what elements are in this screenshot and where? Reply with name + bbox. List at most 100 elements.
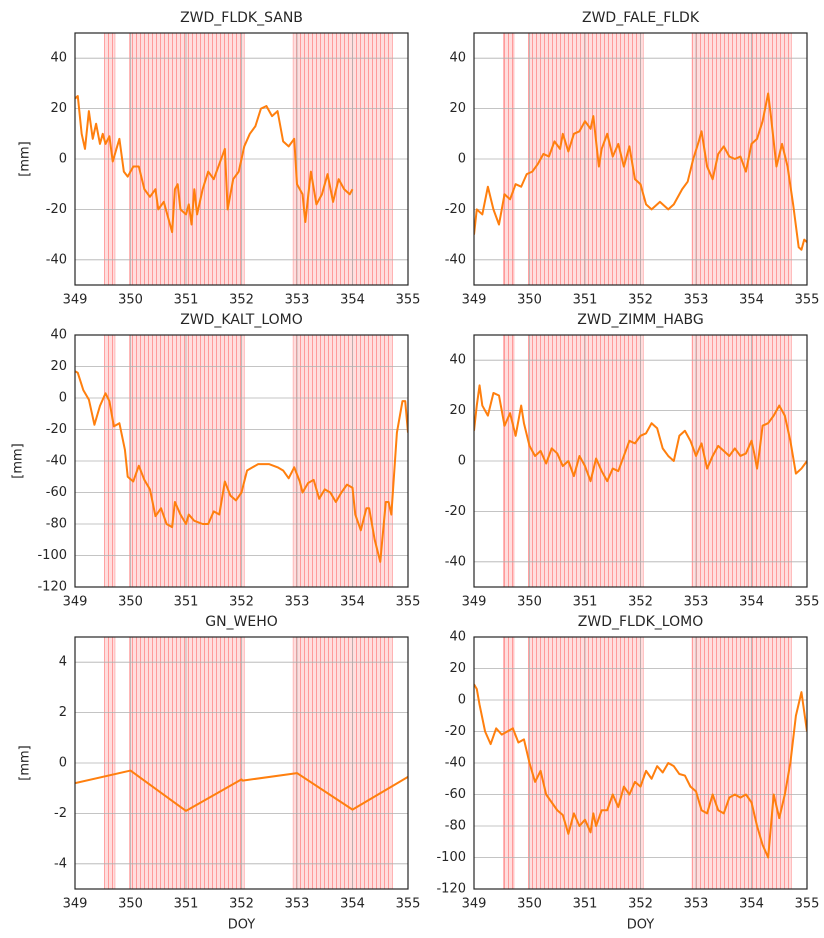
axes-frame: [473, 636, 808, 890]
x-tick-label: 349: [462, 293, 487, 308]
x-tick-label: 354: [340, 897, 365, 912]
y-tick-label: 0: [458, 454, 466, 469]
x-tick-label: 350: [517, 595, 542, 610]
axes-frame: [473, 334, 808, 588]
data-line: [75, 95, 354, 234]
axes-frame: [74, 334, 409, 588]
x-tick-label: 351: [573, 595, 598, 610]
y-tick-label: -40: [46, 454, 67, 469]
x-tick-label: 351: [174, 897, 199, 912]
x-tick-label: 349: [63, 897, 88, 912]
subplot: -40 -20 0 20 40 349 350 351 352 353 354 355 ZWD_FLDK…: [18, 10, 421, 308]
y-tick-label: 0: [59, 152, 67, 167]
y-tick-label: -60: [46, 485, 67, 500]
x-tick-label: 349: [63, 293, 88, 308]
y-axis-label: [mm]: [18, 141, 33, 176]
y-axis-label: [mm]: [11, 443, 26, 478]
subplot: -120 -100 -80 -60 -40 -20 0 20 40 349 350 351 352 353…: [436, 614, 819, 933]
x-tick-label: 352: [628, 897, 653, 912]
y-tick-label: -80: [46, 517, 67, 532]
x-tick-label: 355: [795, 595, 820, 610]
x-tick-label: 354: [340, 293, 365, 308]
x-tick-label: 349: [462, 897, 487, 912]
x-tick-label: 350: [118, 595, 143, 610]
y-tick-label: -20: [46, 202, 67, 217]
x-tick-label: 350: [118, 293, 143, 308]
y-tick-label: -120: [436, 882, 466, 897]
y-tick-label: 2: [59, 705, 67, 720]
subplot-title: ZWD_KALT_LOMO: [180, 312, 303, 328]
x-tick-label: 355: [396, 897, 421, 912]
x-tick-label: 351: [573, 897, 598, 912]
plot-area: [474, 335, 807, 587]
subplot-title: ZWD_ZIMM_HABG: [577, 312, 703, 328]
y-tick-label: 40: [50, 51, 67, 66]
y-tick-label: 0: [59, 756, 67, 771]
subplot: -120 -100 -80 -60 -40 -20 0 20 40 349 350 351 352 353…: [11, 312, 421, 610]
y-tick-label: 20: [50, 359, 67, 374]
y-tick-label: 40: [449, 51, 466, 66]
x-tick-label: 349: [462, 595, 487, 610]
x-tick-label: 352: [628, 293, 653, 308]
x-tick-label: 352: [229, 595, 254, 610]
x-tick-label: 351: [573, 293, 598, 308]
x-tick-label: 350: [118, 897, 143, 912]
x-tick-label: 354: [340, 595, 365, 610]
x-tick-label: 353: [684, 293, 709, 308]
x-tick-label: 355: [795, 897, 820, 912]
subplot-title: GN_WEHO: [205, 614, 278, 630]
subplot: -4 -2 0 2 4 349 350 351 352 353 354 355 GN_WEHO [mm] D…: [18, 614, 421, 933]
x-tick-label: 355: [396, 595, 421, 610]
x-axis-label: DOY: [627, 918, 655, 933]
plot-area: [474, 637, 807, 889]
x-tick-label: 352: [229, 293, 254, 308]
y-tick-label: -4: [54, 856, 67, 871]
y-tick-label: 4: [59, 655, 67, 670]
plot-area: [75, 33, 408, 285]
subplot: -40 -20 0 20 40 349 350 351 352 353 354 355 ZWD_ZIMM…: [445, 312, 820, 610]
axes-frame: [74, 32, 409, 286]
x-tick-label: 353: [684, 897, 709, 912]
y-axis-label: [mm]: [18, 745, 33, 780]
x-tick-label: 351: [174, 595, 199, 610]
plot-area: [474, 33, 807, 285]
x-tick-label: 354: [739, 293, 764, 308]
y-tick-label: 20: [50, 101, 67, 116]
data-line: [75, 370, 408, 563]
subplot-title: ZWD_FLDK_LOMO: [578, 614, 703, 630]
x-tick-label: 354: [739, 595, 764, 610]
y-tick-label: -20: [445, 202, 466, 217]
y-tick-label: -20: [445, 504, 466, 519]
y-tick-label: 0: [458, 152, 466, 167]
y-tick-label: -20: [46, 422, 67, 437]
x-axis-label: DOY: [228, 918, 256, 933]
y-tick-label: 40: [449, 630, 466, 645]
y-tick-label: 0: [59, 391, 67, 406]
y-tick-label: -20: [445, 724, 466, 739]
plot-area: [75, 335, 408, 587]
subplot: -40 -20 0 20 40 349 350 351 352 353 354 355 ZWD_FALE…: [445, 10, 820, 308]
data-line: [75, 769, 408, 812]
data-line: [474, 92, 807, 251]
x-tick-label: 353: [285, 595, 310, 610]
x-tick-label: 354: [739, 897, 764, 912]
x-tick-label: 353: [684, 595, 709, 610]
y-tick-label: 20: [449, 403, 466, 418]
x-tick-label: 355: [795, 293, 820, 308]
data-line: [474, 384, 807, 483]
x-tick-label: 352: [628, 595, 653, 610]
x-tick-label: 352: [229, 897, 254, 912]
x-tick-label: 353: [285, 293, 310, 308]
subplot-title: ZWD_FALE_FLDK: [582, 10, 700, 26]
y-tick-label: -2: [54, 806, 67, 821]
y-tick-label: 40: [449, 353, 466, 368]
x-tick-label: 349: [63, 595, 88, 610]
y-tick-label: -80: [445, 819, 466, 834]
axes-frame: [74, 636, 409, 890]
x-tick-label: 353: [285, 897, 310, 912]
y-tick-label: -120: [37, 580, 67, 595]
y-tick-label: -40: [445, 554, 466, 569]
axes-frame: [473, 32, 808, 286]
y-tick-label: 20: [449, 661, 466, 676]
